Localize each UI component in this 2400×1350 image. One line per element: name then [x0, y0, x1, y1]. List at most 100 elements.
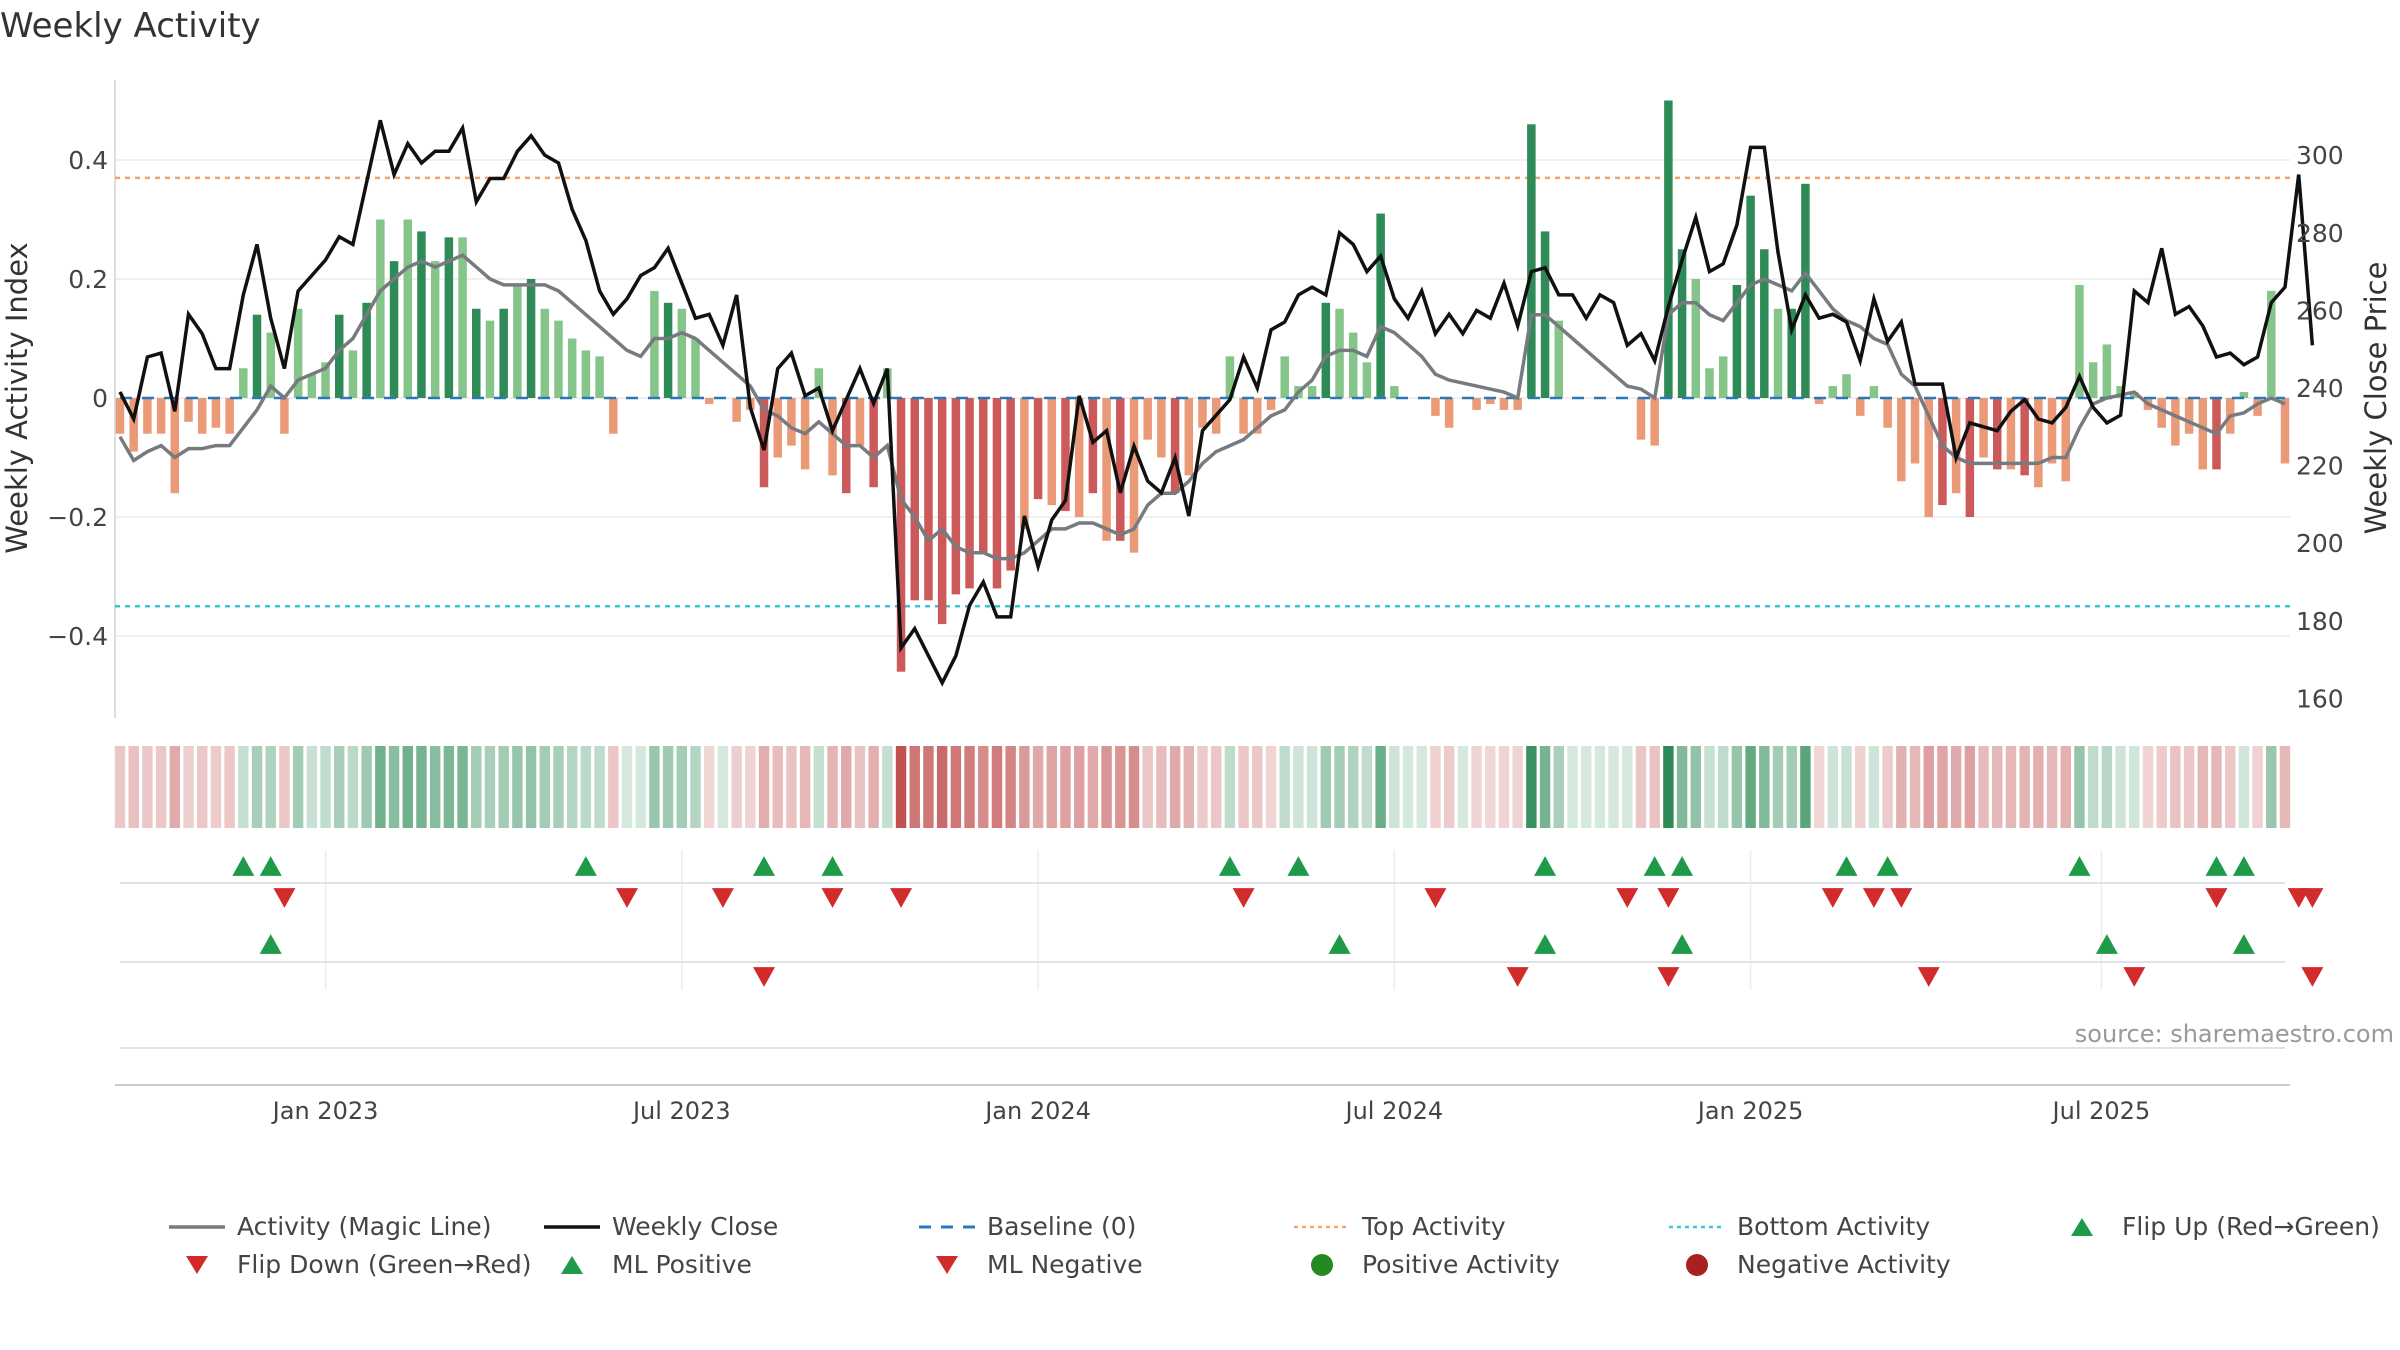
heat-strip-cell [2183, 746, 2195, 828]
activity-bar [1787, 308, 1796, 398]
activity-bar [1266, 398, 1276, 410]
heat-strip-cell [1389, 746, 1400, 828]
activity-bar [1239, 398, 1248, 434]
activity-bar [430, 261, 440, 398]
flip-up-marker [1218, 856, 1241, 876]
heat-strip-cell [238, 746, 249, 828]
activity-bar [691, 338, 700, 398]
heat-strip-cell [2060, 746, 2071, 828]
heat-strip-cell [1827, 746, 1839, 828]
heat-strip-cell [1526, 746, 1537, 828]
flip-down-marker [890, 888, 913, 908]
activity-bar [1732, 284, 1742, 398]
heat-strip-cell [539, 746, 550, 828]
activity-bar [1157, 398, 1166, 458]
activity-bar [595, 356, 604, 398]
heat-strip-cell [2074, 746, 2085, 828]
heat-strip-cell [758, 746, 770, 828]
activity-bar [567, 338, 577, 398]
flip-down-marker [1232, 888, 1255, 908]
legend-swatch [561, 1255, 583, 1274]
activity-bar [1965, 398, 1975, 517]
activity-bar [2130, 392, 2139, 398]
activity-bar [2198, 398, 2208, 470]
legend-label: Flip Up (Red→Green) [2122, 1212, 2380, 1241]
activity-bar [704, 398, 714, 404]
flip-up-marker [232, 856, 255, 876]
activity-bar [376, 219, 385, 398]
legend-label: Top Activity [1362, 1212, 1506, 1241]
activity-bar [2061, 398, 2071, 482]
heat-strip-cell [594, 746, 605, 828]
heat-strip-cell [1252, 746, 1263, 828]
activity-bar [1554, 320, 1564, 398]
legend-label: Baseline (0) [987, 1212, 1137, 1241]
flip-up-marker [1835, 856, 1858, 876]
legend-entry: Baseline (0) [915, 1212, 1136, 1241]
activity-bar [1431, 398, 1440, 416]
heat-strip-cell [1937, 746, 1948, 828]
heat-strip-cell [704, 746, 715, 828]
ml-negative-marker [2123, 967, 2146, 987]
activity-bar [1910, 398, 1920, 464]
heat-strip-cell [991, 746, 1003, 828]
heat-strip-cell [978, 746, 989, 828]
activity-bar [1951, 398, 1961, 494]
y-tick-label: −0.2 [47, 503, 108, 532]
heat-strip-cell [1649, 746, 1660, 828]
heat-strip-cell [799, 746, 811, 828]
activity-bar [348, 350, 358, 398]
heat-strip-cell [1416, 746, 1427, 828]
activity-bar [1855, 398, 1865, 416]
heat-strip-cell [2197, 746, 2208, 828]
activity-bar [1499, 398, 1509, 410]
heat-strip-cell [1950, 746, 1962, 828]
activity-bar [1006, 398, 1015, 571]
heat-strip-cell [1964, 746, 1976, 828]
heat-strip-cell [1334, 746, 1345, 828]
ml-negative-marker [2301, 967, 2324, 987]
heat-strip-cell [2252, 746, 2263, 828]
x-tick-label: Jan 2025 [1696, 1097, 1804, 1125]
activity-bar [2253, 398, 2262, 416]
heat-strip-cell [841, 746, 852, 828]
heat-strip-cell [347, 746, 359, 828]
heat-strip-cell [2019, 746, 2030, 828]
x-tick-label: Jul 2025 [2051, 1097, 2151, 1125]
heat-strip-cell [1169, 746, 1181, 828]
heat-strip-cell [1073, 746, 1085, 828]
activity-bar [1677, 249, 1687, 398]
heat-strip-cell [772, 746, 783, 828]
y-tick-label: 0 [92, 384, 108, 413]
y2-tick-label: 180 [2296, 607, 2344, 636]
ml-negative-marker [753, 967, 776, 987]
activity-bar [1074, 398, 1084, 517]
heat-strip-cell [1485, 746, 1496, 828]
flip-down-marker [821, 888, 844, 908]
activity-bar [513, 284, 522, 398]
flip-up-marker [574, 856, 597, 876]
activity-bar [2102, 344, 2112, 398]
heat-strip-cell [402, 746, 413, 828]
activity-bar [1636, 398, 1646, 440]
heat-strip-cell [950, 746, 962, 828]
heat-strip-cell [566, 746, 578, 828]
activity-bar [1801, 183, 1810, 398]
legend-swatch [2071, 1217, 2093, 1236]
heat-strip-cell [1265, 746, 1277, 828]
activity-bar [2267, 290, 2276, 398]
activity-bar [239, 368, 248, 398]
heat-strip-cell [1594, 746, 1606, 828]
heat-strip-cell [2211, 746, 2222, 828]
heat-strip-cell [1498, 746, 1510, 828]
heat-strip-cell [1019, 746, 1030, 828]
y2-tick-label: 260 [2296, 296, 2344, 325]
activity-bar [992, 398, 1002, 589]
x-tick-label: Jan 2024 [983, 1097, 1091, 1125]
ml-positive-marker [259, 934, 282, 954]
activity-bar [650, 290, 659, 398]
activity-bar [1705, 368, 1714, 398]
flip-down-marker [1821, 888, 1844, 908]
activity-bar [1691, 279, 1701, 398]
